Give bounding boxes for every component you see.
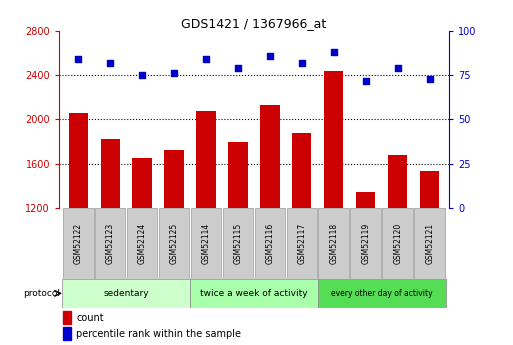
Point (106, 60, 114, 66)
Point (202, 57, 210, 62)
Bar (228, 141, 248, 208)
Text: GSM52116: GSM52116 (265, 223, 274, 264)
Text: protocol: protocol (23, 289, 60, 298)
Point (138, 72, 146, 78)
Bar (350, 208, 381, 279)
Text: twice a week of activity: twice a week of activity (200, 289, 308, 298)
Bar (63, 208, 93, 279)
Text: percentile rank within the sample: percentile rank within the sample (76, 328, 241, 338)
Point (234, 66, 242, 71)
Bar (63, 312, 71, 324)
Point (298, 60, 306, 66)
Point (74, 57, 82, 62)
Text: GSM52118: GSM52118 (329, 223, 339, 264)
Bar (196, 111, 215, 208)
Text: GSM52120: GSM52120 (393, 223, 402, 264)
Bar (159, 208, 189, 279)
Bar (132, 158, 152, 208)
Point (393, 66, 402, 71)
Bar (287, 208, 317, 279)
Bar (324, 71, 343, 208)
Bar (223, 208, 253, 279)
Bar (319, 208, 349, 279)
Point (362, 78, 370, 83)
Bar (69, 113, 88, 208)
Text: GSM52123: GSM52123 (106, 223, 114, 264)
Bar (165, 150, 184, 208)
Point (330, 50, 338, 55)
Text: GSM52117: GSM52117 (298, 223, 306, 264)
Bar (420, 171, 439, 208)
Text: sedentary: sedentary (103, 289, 149, 298)
Text: GSM52114: GSM52114 (202, 223, 210, 264)
Text: GSM52115: GSM52115 (233, 223, 243, 264)
Bar (292, 133, 311, 208)
Text: GSM52124: GSM52124 (137, 223, 147, 264)
Bar (63, 327, 71, 340)
Bar (318, 279, 446, 308)
Text: GSM52119: GSM52119 (361, 223, 370, 264)
Point (170, 71, 178, 76)
Bar (95, 208, 126, 279)
Bar (415, 208, 445, 279)
Bar (101, 139, 120, 208)
Text: GSM52122: GSM52122 (74, 223, 83, 264)
Bar (191, 208, 221, 279)
Bar (190, 279, 318, 308)
Text: GSM52125: GSM52125 (169, 223, 179, 264)
Bar (127, 208, 157, 279)
Text: every other day of activity: every other day of activity (331, 289, 432, 298)
Title: GDS1421 / 1367966_at: GDS1421 / 1367966_at (181, 17, 327, 30)
Bar (260, 105, 280, 208)
Bar (254, 208, 285, 279)
Text: count: count (76, 313, 104, 323)
Bar (62, 279, 190, 308)
Bar (388, 155, 407, 208)
Point (266, 53, 274, 59)
Point (426, 76, 434, 81)
Bar (382, 208, 413, 279)
Text: GSM52121: GSM52121 (425, 223, 434, 264)
Bar (356, 193, 376, 208)
